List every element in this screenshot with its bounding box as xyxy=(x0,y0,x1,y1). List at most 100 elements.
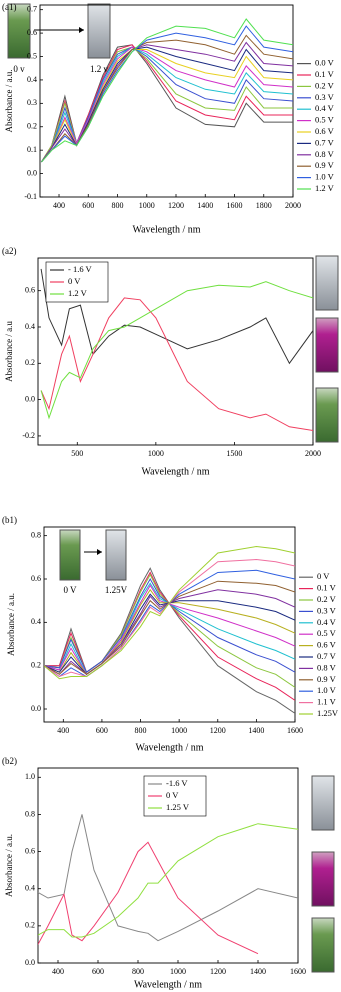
x-tick-label: 1000 xyxy=(170,967,186,976)
annotation: 0 v xyxy=(13,64,25,74)
y-tick-label: 0.2 xyxy=(25,921,35,930)
series-line xyxy=(41,46,293,163)
y-axis-label: Absorbance / a.u. xyxy=(6,593,16,656)
plot-frame xyxy=(39,4,294,198)
cuvette-pink xyxy=(311,851,335,907)
y-tick-label: 0.8 xyxy=(25,809,35,818)
cuvette-gray xyxy=(105,529,127,581)
y-tick-label: 0.1 xyxy=(27,145,37,154)
series-line xyxy=(41,46,293,163)
legend-label: 0.5 V xyxy=(317,628,337,638)
x-tick-label: 600 xyxy=(96,726,108,735)
legend-label: 0.9 V xyxy=(315,160,335,170)
x-tick-label: 1200 xyxy=(210,967,226,976)
series-line xyxy=(41,44,293,163)
series-line xyxy=(44,573,295,688)
y-tick-label: 0.2 xyxy=(25,358,35,367)
y-tick-label: 0.3 xyxy=(27,98,37,107)
series-line xyxy=(40,268,313,365)
plot-area xyxy=(38,814,298,955)
legend-label: 1.0 V xyxy=(315,172,335,182)
plot-frame xyxy=(43,526,296,723)
chart-panel: (b2) Wavelength / nm Absorbance / a.u. 400 6… xyxy=(2,756,306,990)
series-line xyxy=(41,34,293,163)
x-tick-label: 600 xyxy=(82,201,94,210)
legend-label: 1.1 V xyxy=(317,697,337,707)
plot-area xyxy=(40,268,313,431)
series-line xyxy=(44,593,295,675)
y-tick-label: 0.7 xyxy=(27,5,37,14)
series-line xyxy=(40,297,313,431)
arrow-head xyxy=(97,549,102,555)
x-axis-label: Wavelength / nm xyxy=(132,224,200,235)
legend-label: 0.9 V xyxy=(317,674,337,684)
y-tick-label: 0.4 xyxy=(25,884,35,893)
y-tick-label: 0.0 xyxy=(25,958,35,967)
y-tick-label: 0.4 xyxy=(31,617,41,626)
legend-label: 0.7 V xyxy=(315,137,335,147)
legend-label: 1.25V xyxy=(317,708,339,718)
y-tick-label: 1.0 xyxy=(25,772,35,781)
x-axis-label: Wavelength / nm xyxy=(134,979,202,990)
series-line xyxy=(41,44,293,163)
legend-label: 0.4 V xyxy=(315,103,335,113)
cuvette-green xyxy=(59,529,81,581)
x-axis-label: Wavelength / nm xyxy=(135,742,203,753)
legend-label: -1.6 V xyxy=(166,778,188,788)
legend-label: 0.7 V xyxy=(317,651,337,661)
cuvette-images xyxy=(7,3,339,973)
plot-frame xyxy=(37,257,314,446)
y-axis-label: Absorbance / a.u xyxy=(4,321,14,382)
series-line xyxy=(44,569,295,678)
y-tick-label: 0.6 xyxy=(25,286,35,295)
legend-label: 1.0 V xyxy=(317,685,337,695)
y-tick-label: 0.4 xyxy=(25,322,35,331)
x-tick-label: 1600 xyxy=(290,967,306,976)
cuvette-green xyxy=(311,917,335,973)
x-tick-label: 600 xyxy=(92,967,104,976)
y-tick-label: 0.0 xyxy=(25,394,35,403)
panel-label: (b2) xyxy=(2,756,17,766)
series-line xyxy=(44,567,295,714)
x-tick-label: 800 xyxy=(112,201,124,210)
legend-label: 1.2 V xyxy=(68,288,88,298)
legend-label: 0.6 V xyxy=(315,126,335,136)
series-line xyxy=(40,281,313,420)
x-axis-label: Wavelength / nm xyxy=(141,466,209,477)
series-line xyxy=(38,841,259,955)
legend-label: 0.6 V xyxy=(317,640,337,650)
y-tick-label: 0.6 xyxy=(27,28,37,37)
series-line xyxy=(44,584,295,676)
panel-label: (b1) xyxy=(2,515,17,525)
cuvette-gray xyxy=(311,775,335,831)
legend-label: 0.5 V xyxy=(315,115,335,125)
annotation: 1.25V xyxy=(105,585,128,595)
y-tick-label: 0.2 xyxy=(31,660,41,669)
series-line xyxy=(41,46,293,163)
y-tick-label: 0.6 xyxy=(31,574,41,583)
cuvette-gray xyxy=(87,3,111,59)
y-tick-label: 0.2 xyxy=(27,122,37,131)
x-tick-label: 1400 xyxy=(250,967,266,976)
legend-label: 0.8 V xyxy=(315,149,335,159)
cuvette-green xyxy=(7,3,31,59)
legend-label: 0.8 V xyxy=(317,662,337,672)
series-line xyxy=(41,18,293,163)
arrow-head xyxy=(79,27,84,33)
panel-label: (a2) xyxy=(2,246,17,256)
x-tick-label: 500 xyxy=(71,449,83,458)
annotation: 1.2 v xyxy=(90,64,109,74)
y-axis-label: Absorbance / a.u. xyxy=(4,70,14,133)
legend-label: 1.25 V xyxy=(166,802,190,812)
x-tick-label: 2000 xyxy=(305,449,321,458)
x-tick-label: 400 xyxy=(53,201,65,210)
series-line xyxy=(44,545,295,680)
x-tick-label: 1800 xyxy=(256,201,272,210)
annotation: 0 V xyxy=(63,585,77,595)
legend-label: 0.0 V xyxy=(315,58,335,68)
x-tick-label: 1000 xyxy=(139,201,155,210)
legend-label: 0 V xyxy=(68,276,81,286)
series-line xyxy=(41,46,293,163)
x-tick-label: 1400 xyxy=(248,726,264,735)
